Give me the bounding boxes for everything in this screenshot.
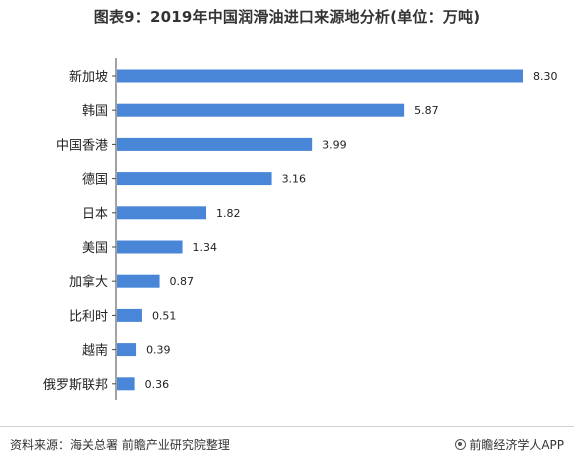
- footer: 资料来源：海关总署 前瞻产业研究院整理 前瞻经济学人APP: [0, 426, 574, 464]
- value-label: 1.82: [216, 207, 241, 220]
- chart-title: 图表9：2019年中国润滑油进口来源地分析(单位：万吨): [93, 8, 481, 26]
- value-label: 3.16: [282, 173, 307, 186]
- value-label: 0.39: [146, 344, 171, 357]
- bar: [117, 103, 405, 117]
- value-label: 0.51: [152, 309, 177, 322]
- value-label: 1.34: [193, 241, 218, 254]
- bar: [117, 377, 135, 391]
- brand-text: 前瞻经济学人APP: [469, 438, 564, 452]
- category-label: 中国香港: [56, 138, 108, 153]
- bars-group: 新加坡 8.30 韩国 5.87 中国香港 3.99 德国 3.16 日本 1.82 美国 1.34 加…: [43, 69, 558, 393]
- category-label: 德国: [82, 173, 108, 188]
- brand: 前瞻经济学人APP: [455, 436, 564, 453]
- source-text: 资料来源：海关总署 前瞻产业研究院整理: [10, 438, 230, 452]
- value-label: 3.99: [322, 138, 347, 151]
- category-label: 日本: [82, 207, 108, 222]
- bar: [117, 343, 137, 357]
- value-label: 0.36: [145, 378, 170, 391]
- category-label: 俄罗斯联邦: [43, 378, 108, 393]
- bar: [117, 240, 183, 254]
- value-label: 0.87: [170, 275, 195, 288]
- bar: [117, 69, 523, 83]
- brand-logo-icon: [455, 439, 467, 450]
- value-label: 8.30: [533, 70, 558, 83]
- category-label: 美国: [82, 241, 108, 256]
- bar-chart: 新加坡 8.30 韩国 5.87 中国香港 3.99 德国 3.16 日本 1.82 美国 1.34 加…: [43, 58, 558, 400]
- category-label: 加拿大: [69, 274, 108, 290]
- value-label: 5.87: [414, 104, 439, 117]
- bar: [117, 274, 160, 288]
- category-label: 比利时: [69, 309, 108, 324]
- bar: [117, 172, 272, 186]
- bar: [117, 137, 313, 151]
- category-label: 新加坡: [69, 69, 108, 85]
- category-label: 韩国: [82, 104, 108, 119]
- bar: [117, 206, 207, 220]
- category-label: 越南: [82, 343, 108, 359]
- bar: [117, 308, 142, 322]
